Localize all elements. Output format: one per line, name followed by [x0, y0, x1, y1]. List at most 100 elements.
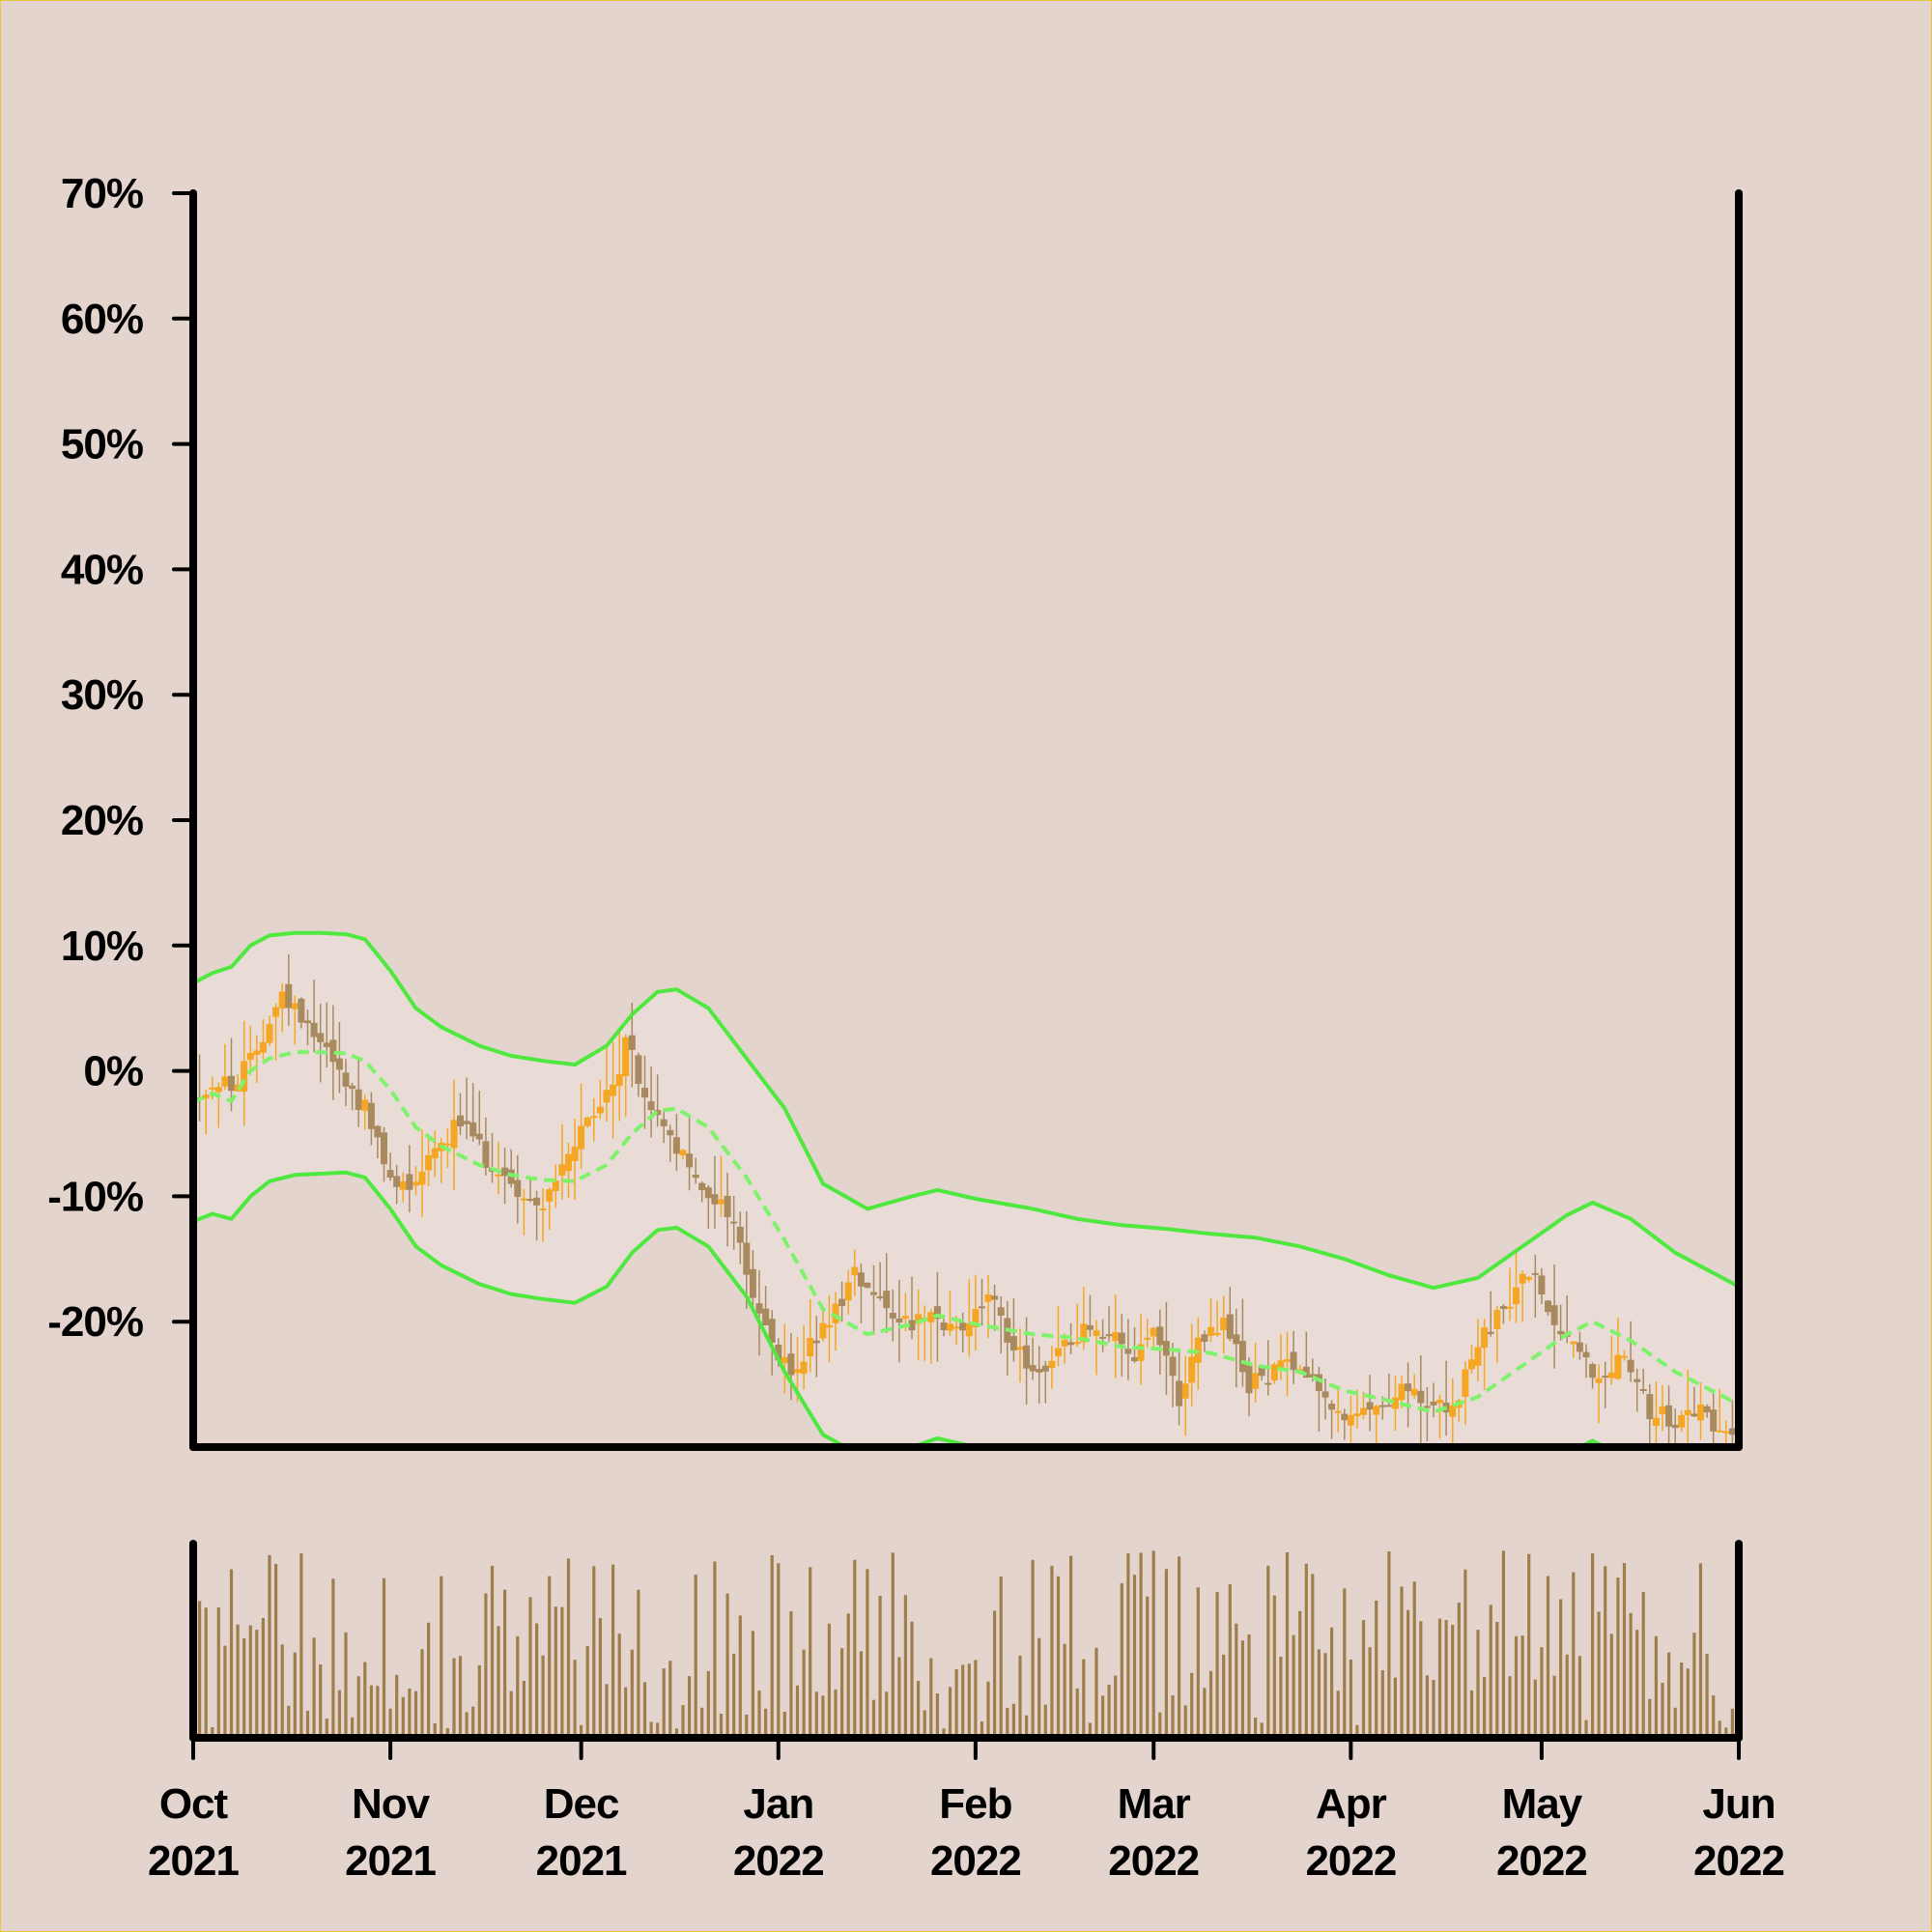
candle-body	[1258, 1366, 1265, 1377]
volume-bar	[725, 1593, 729, 1738]
volume-bar	[1641, 1591, 1645, 1738]
volume-bar	[1215, 1592, 1219, 1738]
candle-body	[749, 1268, 756, 1298]
candle-body	[533, 1197, 541, 1206]
candle-body	[202, 1094, 210, 1099]
volume-bar	[299, 1553, 303, 1738]
candle-body	[959, 1322, 967, 1331]
volume-bar	[363, 1662, 367, 1738]
volume-bar	[1572, 1572, 1576, 1738]
candle-body	[1576, 1342, 1583, 1352]
volume-bar	[642, 1682, 647, 1738]
candle-body	[1710, 1409, 1718, 1432]
candle-body	[947, 1323, 953, 1331]
candle-body	[819, 1322, 827, 1339]
candle-body	[724, 1195, 731, 1218]
volume-bar	[910, 1621, 914, 1738]
volume-bar	[1712, 1695, 1716, 1738]
candle-body	[838, 1298, 846, 1306]
volume-bar	[694, 1575, 697, 1738]
volume-bar	[681, 1705, 685, 1738]
candle-body	[386, 1170, 394, 1178]
candle-body	[304, 1020, 311, 1024]
volume-bar	[1476, 1630, 1480, 1738]
volume-bar	[255, 1630, 259, 1738]
volume-bar	[871, 1699, 876, 1738]
volume-bar	[668, 1661, 672, 1738]
volume-bar	[1018, 1656, 1022, 1738]
candle-body	[1607, 1372, 1615, 1378]
candle-body	[1277, 1360, 1285, 1369]
volume-bar	[293, 1652, 297, 1738]
volume-bar	[452, 1658, 456, 1738]
candle-body	[1373, 1406, 1380, 1415]
candle-body	[1385, 1405, 1393, 1407]
volume-bar	[878, 1595, 882, 1738]
candle-body	[775, 1345, 782, 1361]
volume-bar	[560, 1606, 564, 1738]
volume-bar	[382, 1577, 386, 1738]
candle-body	[1252, 1373, 1260, 1389]
candle-body	[1405, 1383, 1412, 1392]
candle-body	[1334, 1410, 1342, 1413]
volume-bar	[1260, 1722, 1264, 1738]
candle-body	[743, 1242, 751, 1275]
y-tick-label: 30%	[61, 671, 143, 719]
candle-body	[1423, 1406, 1431, 1408]
candle-body	[590, 1116, 598, 1119]
volume-bar	[917, 1680, 921, 1738]
volume-bar	[1718, 1720, 1721, 1738]
volume-bar	[1444, 1620, 1448, 1738]
volume-bar	[356, 1676, 360, 1738]
candle-body	[1557, 1330, 1565, 1335]
volume-bar	[1730, 1708, 1734, 1738]
volume-bar	[840, 1648, 844, 1738]
volume-bar	[1183, 1705, 1187, 1738]
volume-bar	[541, 1655, 545, 1738]
volume-bar	[573, 1660, 577, 1738]
volume-bar	[1400, 1586, 1404, 1738]
volume-bar	[1495, 1622, 1499, 1738]
candle-body	[1716, 1430, 1723, 1433]
band-fill	[193, 932, 1739, 1447]
candle-body	[997, 1307, 1005, 1316]
candle-body	[1176, 1380, 1183, 1406]
volume-bar	[1151, 1550, 1155, 1738]
candle-body	[1201, 1334, 1208, 1342]
candle-body	[1302, 1366, 1310, 1378]
volume-bar	[974, 1660, 978, 1738]
candle-body	[1208, 1326, 1214, 1336]
volume-bar	[649, 1721, 653, 1738]
candle-body	[736, 1226, 744, 1243]
candle-body	[991, 1295, 999, 1300]
candle-body	[457, 1115, 464, 1126]
volume-bar	[325, 1719, 328, 1738]
volume-bar	[1031, 1559, 1035, 1738]
candle-body	[603, 1090, 611, 1103]
y-tick-label: 20%	[61, 797, 143, 844]
candle-body	[672, 1137, 680, 1154]
candle-body	[1048, 1360, 1056, 1368]
volume-bar	[732, 1653, 736, 1738]
candle-body	[285, 983, 293, 1009]
candle-body	[469, 1122, 477, 1137]
volume-bar	[1419, 1621, 1423, 1738]
volume-bar	[1654, 1635, 1658, 1738]
candle-body	[1462, 1369, 1469, 1397]
candle-body	[1162, 1341, 1170, 1356]
candle-body	[698, 1182, 706, 1191]
volume-bar	[585, 1646, 589, 1738]
candle-body	[1499, 1306, 1507, 1310]
volume-bar	[261, 1618, 265, 1738]
volume-bar	[1692, 1633, 1696, 1738]
volume-bar	[1235, 1623, 1238, 1738]
candle-body	[940, 1322, 948, 1330]
candle-body	[1550, 1305, 1558, 1325]
x-tick-label-year: 2022	[1305, 1837, 1396, 1885]
x-tick-label-year: 2022	[1108, 1837, 1199, 1885]
candle-body	[933, 1306, 941, 1320]
candle-body	[393, 1176, 401, 1187]
volume-bar	[770, 1555, 774, 1738]
volume-bar	[611, 1564, 615, 1738]
candle-body	[667, 1129, 674, 1136]
